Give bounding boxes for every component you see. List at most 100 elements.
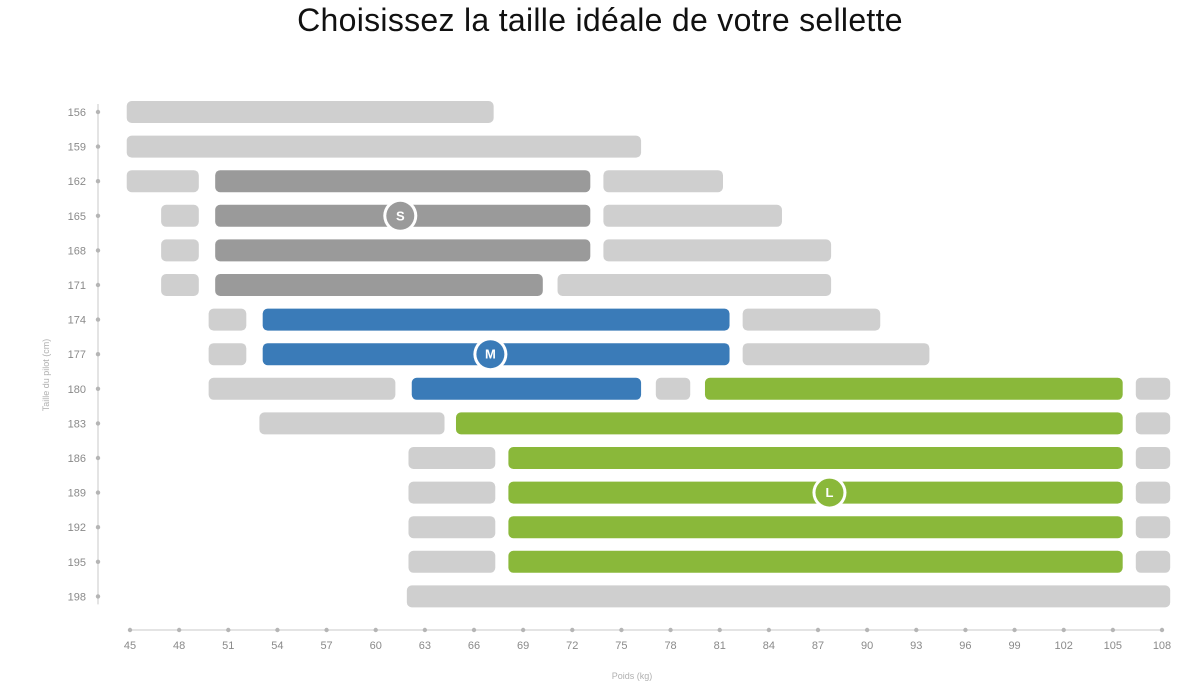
y-tick-dot [95, 282, 101, 288]
range-bar-neutral [1135, 412, 1171, 435]
range-bar-neutral [1135, 447, 1171, 469]
y-tick-dot [95, 144, 101, 149]
x-tick-dot [570, 627, 575, 633]
range-bar-neutral [208, 343, 247, 366]
x-tick-label: 105 [1104, 640, 1122, 652]
size-marker-l [815, 478, 844, 507]
x-tick-label: 102 [1055, 640, 1073, 652]
range-bar-neutral [408, 516, 496, 539]
y-tick-dot [95, 525, 101, 530]
y-tick-dot [95, 421, 101, 426]
y-tick-dot [95, 352, 101, 357]
x-tick-label: 108 [1153, 640, 1171, 652]
x-tick-label: 45 [124, 640, 136, 652]
y-tick-dot [95, 317, 101, 322]
x-tick-dot [1159, 627, 1165, 633]
y-tick-label: 156 [68, 107, 86, 119]
x-tick-label: 84 [763, 640, 775, 652]
x-tick-dot [619, 627, 624, 633]
y-tick-label: 195 [68, 557, 86, 569]
y-tick-label: 177 [68, 349, 86, 361]
y-tick-label: 174 [68, 315, 86, 327]
x-tick-dot [668, 627, 673, 633]
range-bar-neutral [208, 308, 247, 331]
x-tick-dot [471, 627, 477, 633]
x-tick-dot [226, 627, 231, 633]
range-bar-size-s [215, 170, 591, 193]
range-bar-neutral [408, 481, 496, 504]
range-bar-neutral [655, 377, 691, 400]
y-tick-dot [95, 109, 101, 115]
y-tick-dot [95, 213, 101, 218]
y-tick-label: 183 [68, 418, 86, 430]
range-bar-size-l [508, 550, 1123, 573]
x-tick-label: 60 [370, 640, 382, 652]
range-bar-neutral [161, 204, 199, 227]
y-tick-dot [95, 386, 101, 391]
x-tick-dot [127, 627, 133, 633]
size-marker-label: M [485, 347, 496, 362]
x-tick-dot [1012, 627, 1017, 633]
y-tick-label: 189 [68, 488, 86, 500]
y-tick-label: 159 [68, 142, 86, 154]
x-tick-dot [422, 627, 428, 633]
x-tick-dot [864, 627, 870, 633]
y-tick-label: 162 [68, 176, 86, 188]
range-bar-size-s [215, 274, 543, 296]
x-tick-label: 75 [615, 640, 627, 652]
x-tick-label: 96 [959, 640, 971, 652]
y-tick-dot [95, 455, 101, 461]
range-bar-neutral [1135, 550, 1171, 573]
x-tick-label: 54 [271, 640, 283, 652]
range-bar-neutral [161, 274, 199, 296]
range-bar-size-m [411, 377, 642, 400]
range-bar-neutral [126, 101, 494, 123]
range-bar-neutral [208, 377, 396, 400]
x-tick-label: 69 [517, 640, 529, 652]
range-bar-neutral [126, 170, 199, 193]
x-tick-dot [815, 627, 821, 633]
range-bar-neutral [557, 274, 832, 296]
range-bar-neutral [1135, 516, 1171, 539]
range-bar-neutral [742, 343, 930, 366]
y-tick-label: 192 [68, 522, 86, 534]
range-bar-size-l [455, 412, 1123, 435]
range-bar-neutral [161, 239, 199, 262]
y-tick-label: 180 [68, 384, 86, 396]
y-tick-dot [95, 179, 101, 184]
x-tick-label: 99 [1008, 640, 1020, 652]
x-tick-dot [520, 627, 526, 633]
y-tick-dot [95, 559, 101, 564]
y-tick-label: 165 [68, 211, 86, 223]
x-tick-dot [1061, 627, 1066, 633]
range-bar-size-m [262, 308, 730, 331]
range-bar-neutral [742, 308, 881, 331]
x-tick-dot [324, 627, 329, 633]
range-bar-neutral [126, 135, 642, 158]
y-tick-label: 171 [68, 280, 86, 292]
x-tick-label: 87 [812, 640, 824, 652]
range-bar-neutral [408, 447, 496, 469]
y-tick-dot [95, 490, 101, 495]
x-tick-label: 81 [714, 640, 726, 652]
y-tick-label: 198 [68, 591, 86, 603]
range-bar-neutral [406, 585, 1171, 608]
size-marker-s [386, 201, 415, 230]
range-bar-size-l [704, 377, 1123, 400]
x-tick-label: 93 [910, 640, 922, 652]
range-bar-neutral [1135, 481, 1171, 504]
x-tick-label: 72 [566, 640, 578, 652]
range-bar-neutral [259, 412, 445, 435]
x-tick-dot [914, 627, 919, 633]
x-tick-label: 63 [419, 640, 431, 652]
range-bar-size-s [215, 239, 591, 262]
size-marker-m [476, 340, 505, 369]
x-tick-dot [373, 627, 378, 633]
y-axis-title: Taille du pilot (cm) [41, 339, 51, 412]
range-bar-size-l [508, 447, 1123, 469]
range-bar-neutral [603, 204, 782, 227]
x-tick-dot [275, 627, 280, 633]
x-tick-dot [1110, 627, 1116, 633]
x-tick-label: 51 [222, 640, 234, 652]
